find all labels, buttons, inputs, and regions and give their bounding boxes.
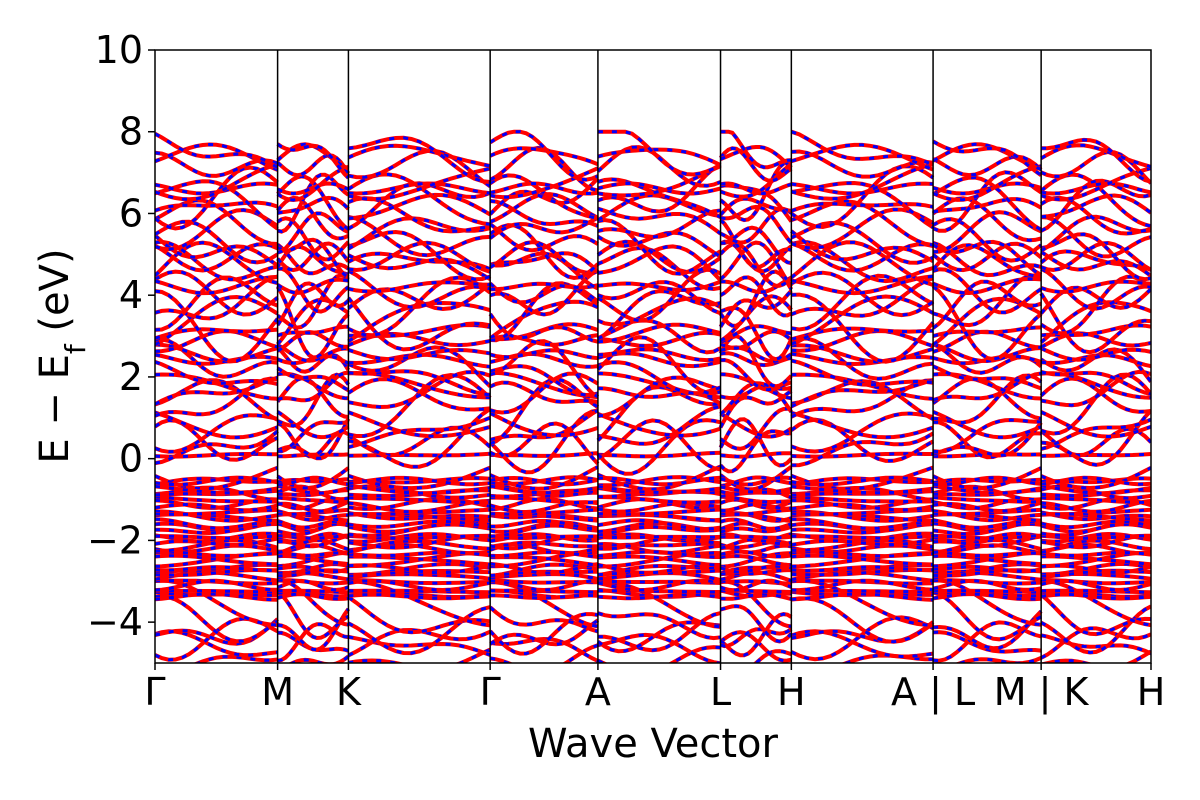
x-tick-label: H [1137, 670, 1166, 714]
x-tick-label: M [261, 670, 294, 714]
y-tick-label: 4 [119, 273, 143, 317]
band-line-spin-down [155, 285, 1151, 364]
band-line-spin-down [155, 342, 1151, 364]
band-line-spin-down [155, 410, 1151, 439]
band-line-spin-down [155, 562, 1151, 575]
band-line-spin-down [155, 268, 1151, 332]
band-line-spin-down [155, 550, 1151, 559]
band-lines [155, 129, 1151, 663]
band-line-spin-down [155, 517, 1151, 531]
band-line-spin-down [155, 522, 1151, 538]
band-line-spin-down [155, 274, 1151, 295]
band-line-spin-down [155, 218, 1151, 281]
band-line-spin-down [155, 554, 1151, 567]
x-tick-label: H [777, 670, 806, 714]
x-tick-label: A [585, 670, 611, 714]
band-line-spin-down [155, 629, 1151, 663]
band-line-spin-down [155, 240, 1151, 288]
x-tick-label: Γ [144, 670, 165, 714]
band-line-spin-down [155, 130, 1151, 184]
band-line-spin-down [155, 534, 1151, 551]
band-line-spin-down [155, 592, 1151, 602]
band-line-spin-down [155, 451, 1151, 459]
y-tick-label: 6 [119, 191, 143, 235]
y-axis-title-unit: (eV) [32, 248, 78, 344]
band-line-spin-down [155, 499, 1151, 514]
y-tick-label: −4 [87, 600, 143, 644]
y-axis-title: E − Ef (eV) [32, 248, 92, 463]
band-line-spin-down [155, 579, 1151, 592]
band-line-spin-down [155, 578, 1151, 629]
band-line-spin-down [155, 162, 1151, 202]
band-line-spin-down [155, 476, 1151, 487]
band-line-spin-down [155, 605, 1151, 656]
band-line-spin-down [155, 407, 1151, 476]
y-axis-title-subscript: f [59, 343, 92, 354]
band-line-spin-down [155, 142, 1151, 172]
high-symmetry-lines [276, 50, 1042, 663]
band-line-spin-down [155, 495, 1151, 505]
band-line-spin-down [155, 534, 1151, 540]
y-tick-label: 2 [119, 355, 143, 399]
y-axis-title-main: E − E [32, 354, 78, 464]
band-line-spin-down [155, 590, 1151, 644]
plot-frame [154, 49, 1152, 664]
x-tick-label: M | K [994, 670, 1090, 715]
band-line-spin-down [155, 240, 1151, 275]
band-line-spin-up [155, 494, 1151, 505]
x-tick-label: Γ [480, 670, 501, 714]
band-line-spin-down [155, 207, 1151, 255]
x-tick-label: A | L [891, 670, 975, 715]
x-tick-label: L [710, 670, 731, 714]
y-tick-label: 0 [119, 437, 143, 481]
y-tick-label: 10 [95, 28, 143, 72]
band-line-spin-down [155, 589, 1151, 594]
band-line-spin-down [155, 465, 1151, 491]
y-tick-label: −2 [87, 518, 143, 562]
band-line-spin-down [155, 358, 1151, 397]
x-tick-label: K [336, 670, 362, 714]
y-axis: 10 8 6 4 2 0 −2 −4 [87, 28, 155, 644]
band-line-spin-down [155, 404, 1151, 454]
band-line-spin-down [155, 267, 1151, 317]
band-line-spin-down [194, 643, 1151, 663]
band-line-spin-down [155, 240, 1151, 291]
x-axis-title: Wave Vector [528, 721, 779, 767]
band-line-spin-down [155, 512, 1151, 523]
y-tick-label: 8 [119, 110, 143, 154]
band-line-spin-down [155, 322, 1151, 344]
band-line-spin-down [155, 484, 1151, 495]
